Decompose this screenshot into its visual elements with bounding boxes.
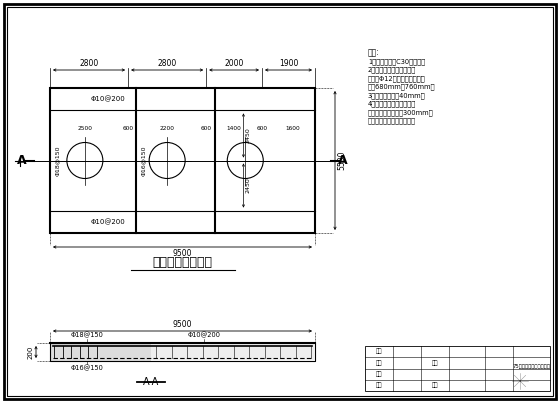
Text: 说明:: 说明: [368,48,380,57]
Text: Φ10@200: Φ10@200 [91,218,125,225]
Text: Φ10@200: Φ10@200 [187,332,220,338]
Text: Φ10@200: Φ10@200 [91,96,125,102]
Text: A: A [17,154,27,167]
Text: 2800: 2800 [80,59,99,68]
Bar [365,346,550,391]
Text: 5500: 5500 [337,151,346,170]
Text: 2800: 2800 [157,59,177,68]
Text: 制图: 制图 [376,360,382,366]
Text: A: A [338,154,348,167]
Text: 设两道Φ12环形箍筋，直径分: 设两道Φ12环形箍筋，直径分 [368,75,426,82]
Text: 2450: 2450 [245,178,250,193]
Text: 1400: 1400 [227,126,241,131]
Text: 4、在做盖板前回填土必须: 4、在做盖板前回填土必须 [368,100,416,107]
Text: 9500: 9500 [172,320,192,329]
Text: A-A: A-A [143,377,159,387]
Text: 600: 600 [256,126,268,131]
Text: 审核: 审核 [432,360,438,366]
Bar [151,343,315,361]
Text: Φ16@150: Φ16@150 [141,145,146,176]
Text: Φ18@150: Φ18@150 [71,332,104,338]
Text: 1、此盖板采用C30混凝土。: 1、此盖板采用C30混凝土。 [368,58,425,64]
Text: 应用人力或轻型机械夯实。: 应用人力或轻型机械夯实。 [368,118,416,124]
Bar [50,88,315,233]
Text: 2、在预留洞处上下两层加: 2、在预留洞处上下两层加 [368,66,416,73]
Text: 2450: 2450 [245,128,250,143]
Text: 2200: 2200 [160,126,175,131]
Text: Φ18@150: Φ18@150 [54,145,59,176]
Text: 1900: 1900 [279,59,298,68]
Text: 1600: 1600 [285,126,300,131]
Text: 审定: 审定 [376,382,382,388]
Text: 600: 600 [123,126,134,131]
Bar [50,343,315,361]
Text: 200: 200 [28,345,34,359]
Text: 2500: 2500 [77,126,92,131]
Text: 图纸: 图纸 [376,349,382,354]
Text: Φ16@150: Φ16@150 [71,365,104,372]
Text: 达到化粪池顶部以上300mm，: 达到化粪池顶部以上300mm， [368,109,433,116]
Text: 9500: 9500 [172,249,192,258]
Text: 化粪池盖板配筋图: 化粪池盖板配筋图 [152,256,212,270]
Text: 别为680mm和760mm。: 别为680mm和760mm。 [368,83,436,90]
Text: 3、钢筋保护层为40mm。: 3、钢筋保护层为40mm。 [368,92,426,99]
Text: 校对: 校对 [376,371,382,377]
Text: 2000: 2000 [225,59,244,68]
Text: 75立方化粪池盖板配筋图: 75立方化粪池盖板配筋图 [513,364,551,369]
Text: 600: 600 [200,126,212,131]
Text: 审定: 审定 [432,382,438,388]
